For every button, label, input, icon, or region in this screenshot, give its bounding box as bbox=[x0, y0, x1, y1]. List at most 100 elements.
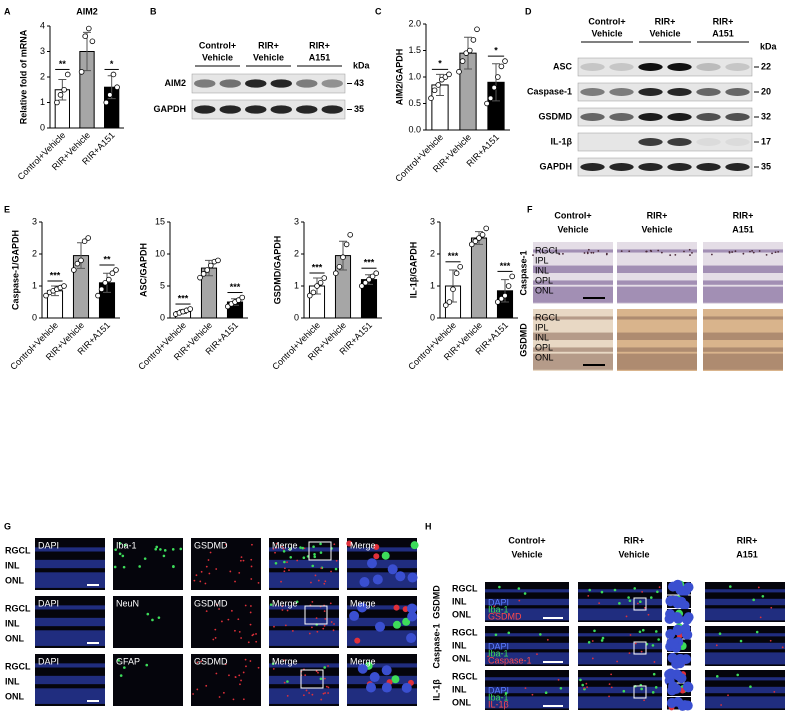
stain-label: Merge bbox=[350, 656, 376, 666]
layer-label: ONL bbox=[5, 691, 25, 701]
signal bbox=[255, 633, 257, 635]
dapi-layer bbox=[705, 633, 785, 637]
signal bbox=[498, 585, 501, 589]
signal bbox=[273, 625, 275, 628]
signal bbox=[244, 604, 247, 607]
y-tick-label: 1 bbox=[294, 280, 299, 290]
signal bbox=[208, 572, 211, 575]
blot-band bbox=[696, 63, 721, 71]
signal bbox=[557, 678, 560, 681]
signal bbox=[493, 605, 496, 608]
blot-row-label: GAPDH bbox=[539, 161, 572, 171]
signal bbox=[179, 547, 183, 551]
signal bbox=[739, 639, 743, 643]
y-axis-label: AIM2/GAPDH bbox=[394, 49, 404, 106]
signal bbox=[651, 644, 655, 647]
blot-strip bbox=[191, 73, 346, 94]
signal bbox=[269, 603, 273, 606]
signal bbox=[585, 682, 588, 685]
signal bbox=[676, 673, 687, 684]
y-tick-label: 2 bbox=[40, 71, 45, 81]
signal bbox=[598, 602, 601, 605]
panel-letter: A bbox=[4, 6, 11, 16]
signal bbox=[317, 671, 319, 674]
retina-layer bbox=[617, 353, 697, 370]
signal bbox=[171, 548, 175, 551]
stained-cell bbox=[605, 252, 608, 255]
group-header: Vehicle bbox=[202, 52, 233, 62]
retina-layer bbox=[703, 332, 783, 340]
signal bbox=[242, 559, 245, 562]
signal bbox=[381, 682, 392, 693]
significance: * bbox=[494, 45, 498, 55]
signal bbox=[304, 674, 307, 677]
signal bbox=[250, 578, 253, 580]
signal bbox=[286, 680, 289, 683]
blot-band bbox=[609, 63, 634, 71]
signal bbox=[317, 579, 320, 582]
data-point bbox=[54, 99, 60, 106]
group-header: RIR+ bbox=[624, 535, 645, 545]
panel-letter: H bbox=[425, 521, 432, 531]
y-tick-label: 2 bbox=[430, 248, 435, 258]
dapi-layer bbox=[35, 605, 105, 610]
dapi-layer bbox=[578, 598, 662, 606]
data-point bbox=[483, 225, 490, 232]
signal bbox=[402, 617, 411, 626]
layer-label: ONL bbox=[452, 653, 472, 663]
y-tick-label: 1 bbox=[40, 97, 45, 107]
blot-row-label: AIM2 bbox=[164, 78, 186, 88]
stain-label: GSDMD bbox=[194, 656, 228, 666]
signal bbox=[664, 613, 675, 624]
blot-strip bbox=[577, 82, 753, 102]
blot-band bbox=[725, 63, 750, 71]
signal bbox=[665, 629, 676, 640]
signal bbox=[303, 547, 306, 550]
signal bbox=[653, 661, 656, 663]
significance: ** bbox=[59, 59, 67, 69]
data-point bbox=[82, 33, 88, 39]
stained-cell bbox=[562, 252, 564, 255]
data-point bbox=[484, 100, 490, 107]
signal bbox=[319, 677, 323, 681]
signal bbox=[375, 621, 386, 632]
signal bbox=[583, 687, 586, 690]
signal bbox=[644, 606, 646, 609]
blot-band bbox=[245, 79, 267, 88]
signal bbox=[755, 630, 759, 634]
dapi-layer bbox=[705, 677, 785, 681]
dapi-layer bbox=[347, 605, 417, 610]
dapi-layer bbox=[35, 547, 105, 552]
stained-cell bbox=[765, 253, 768, 256]
channel-legend: Iba-1 bbox=[488, 648, 509, 658]
signal bbox=[119, 674, 123, 677]
y-tick-label: 2 bbox=[294, 248, 299, 258]
data-point bbox=[457, 263, 464, 270]
dapi-layer bbox=[578, 633, 662, 637]
zoom-box bbox=[304, 605, 328, 625]
data-point bbox=[336, 263, 343, 270]
blot-band bbox=[725, 163, 750, 171]
retina-layer bbox=[533, 265, 613, 273]
stain-label: Iba-1 bbox=[116, 540, 137, 550]
stained-cell bbox=[586, 251, 589, 254]
stained-cell bbox=[660, 251, 663, 254]
blot-band bbox=[696, 163, 721, 171]
error-bar bbox=[83, 31, 91, 72]
signal bbox=[668, 639, 679, 650]
data-point bbox=[61, 283, 67, 289]
signal bbox=[215, 603, 218, 606]
y-tick-label: 1.5 bbox=[408, 45, 421, 55]
signal bbox=[275, 542, 278, 545]
signal bbox=[143, 557, 147, 560]
layer-label: ONL bbox=[5, 633, 25, 643]
layer-label: RGCL bbox=[535, 245, 560, 255]
signal bbox=[323, 582, 326, 585]
dapi-layer bbox=[485, 589, 569, 593]
blot-band bbox=[638, 138, 663, 146]
signal bbox=[224, 543, 227, 546]
signal bbox=[638, 630, 642, 634]
layer-label: INL bbox=[452, 596, 467, 606]
layer-label: RGCL bbox=[5, 603, 31, 613]
data-point bbox=[470, 37, 477, 43]
